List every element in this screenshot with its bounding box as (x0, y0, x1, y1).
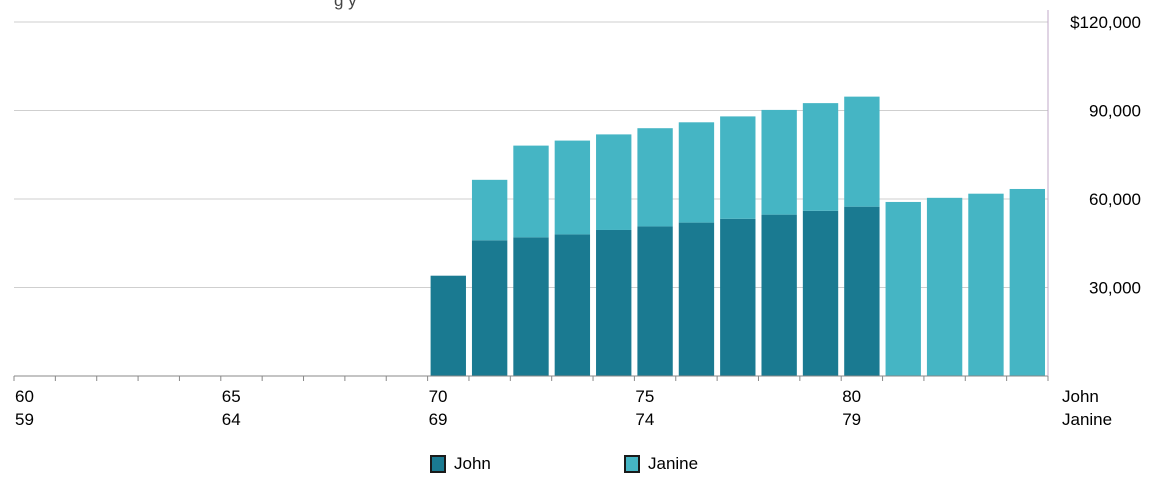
retirement-income-chart: g y $120,000 90,000 60,000 30,000 60 59 65 64 7… (13, 0, 1141, 429)
bar-janine-83 (1009, 188, 1045, 376)
y-tick-label: 30,000 (1089, 279, 1141, 298)
x-tick-label-janine: 74 (635, 410, 654, 429)
bar-john-71 (471, 240, 508, 376)
bar-john-80 (844, 206, 880, 376)
bar-janine-70 (471, 179, 508, 241)
x-tick-label-john: 70 (429, 387, 448, 406)
bar-john-72 (513, 237, 549, 376)
header-text-fragment: g y (334, 0, 357, 10)
x-tick-label-janine: 69 (429, 410, 448, 429)
bar-janine-78 (802, 103, 839, 211)
x-tick-label-john: 80 (842, 387, 861, 406)
axes (13, 10, 1049, 381)
legend-swatch-john (430, 455, 446, 473)
x-row-label-john: John (1062, 387, 1099, 406)
bar-john-76 (678, 222, 715, 376)
bar-janine-72 (554, 140, 591, 235)
x-tick-label-janine: 79 (842, 410, 861, 429)
bar-janine-75 (678, 122, 715, 223)
x-tick-label-john: 75 (635, 387, 654, 406)
bar-janine-77 (761, 109, 797, 215)
y-tick-labels: $120,000 90,000 60,000 30,000 (1070, 13, 1141, 298)
legend: John Janine (0, 454, 1154, 484)
legend-item-john[interactable]: John (430, 454, 491, 474)
bar-janine-74 (637, 128, 673, 227)
legend-label-janine: Janine (648, 454, 699, 473)
bar-john-70 (430, 275, 466, 376)
bar-john-79 (802, 210, 839, 376)
x-tick-label-janine: 64 (222, 410, 241, 429)
x-row-label-janine: Janine (1062, 410, 1112, 429)
legend-label-john: John (454, 454, 491, 473)
x-tick-label-john: 60 (15, 387, 34, 406)
bar-janine-81 (926, 197, 963, 376)
y-tick-label: $120,000 (1070, 13, 1141, 32)
x-tick-label-john: 65 (222, 387, 241, 406)
legend-swatch-janine (624, 455, 640, 473)
bar-john-73 (554, 234, 591, 376)
bars (430, 96, 1045, 376)
bar-janine-79 (844, 96, 880, 207)
x-tick-labels: 60 59 65 64 70 69 75 74 80 79 John Janine (15, 387, 1112, 429)
legend-item-janine[interactable]: Janine (624, 454, 698, 474)
bar-janine-76 (720, 116, 756, 219)
bar-john-78 (761, 214, 797, 376)
bar-john-75 (637, 226, 673, 376)
y-tick-label: 60,000 (1089, 190, 1141, 209)
bar-janine-71 (513, 145, 549, 238)
y-tick-label: 90,000 (1089, 102, 1141, 121)
bar-john-77 (720, 218, 756, 376)
bar-janine-73 (596, 134, 632, 230)
bar-janine-82 (968, 193, 1004, 376)
x-tick-label-janine: 59 (15, 410, 34, 429)
bar-janine-80 (885, 201, 921, 376)
bar-john-74 (596, 229, 632, 376)
